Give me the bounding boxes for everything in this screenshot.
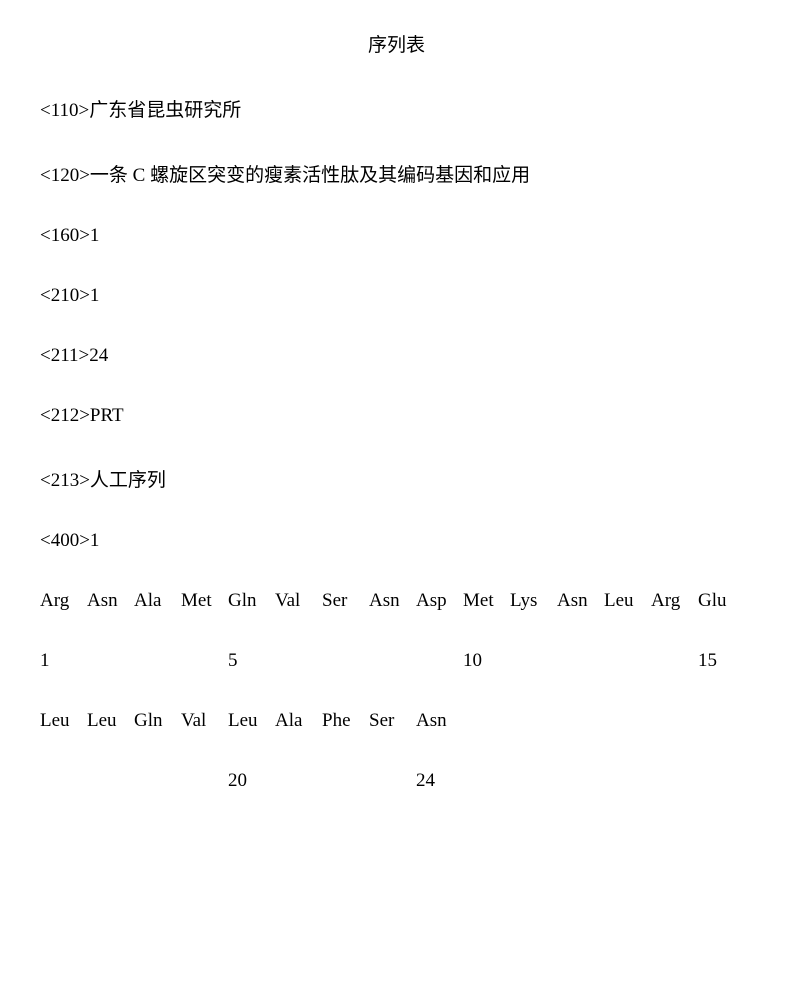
aa-cell: Glu [698,590,745,612]
pos-cell: 24 [416,770,463,792]
aa-cell: Ser [369,710,416,732]
entry-212: <212>PRT [40,405,753,427]
aa-cell: Asn [87,590,134,612]
pos-cell: 1 [40,650,87,672]
pos-cell [275,770,322,792]
aa-cell: Met [181,590,228,612]
aa-cell: Arg [651,590,698,612]
aa-cell: Gln [228,590,275,612]
amino-acid-sequence: Arg Asn Ala Met Gln Val Ser Asn Asp Met … [40,590,753,792]
pos-cell [369,770,416,792]
aa-cell: Lys [510,590,557,612]
aa-cell: Asn [416,710,463,732]
entry-211: <211>24 [40,345,753,367]
aa-cell: Ser [322,590,369,612]
aa-cell: Leu [40,710,87,732]
pos-cell [510,650,557,672]
entry-210: <210>1 [40,285,753,307]
entry-400: <400>1 [40,530,753,552]
pos-cell [87,650,134,672]
pos-cell: 5 [228,650,275,672]
entry-213: <213>人工序列 [40,465,753,492]
aa-cell: Asp [416,590,463,612]
pos-cell [181,770,228,792]
entry-160: <160>1 [40,225,753,247]
pos-cell: 15 [698,650,745,672]
position-row-1: 1 5 10 15 [40,650,753,672]
aa-cell: Arg [40,590,87,612]
aa-cell: Phe [322,710,369,732]
pos-cell [369,650,416,672]
entry-110: <110>广东省昆虫研究所 [40,95,753,122]
pos-cell [604,650,651,672]
aa-cell: Met [463,590,510,612]
aa-cell: Val [181,710,228,732]
pos-cell [416,650,463,672]
pos-cell [322,770,369,792]
aa-cell: Gln [134,710,181,732]
aa-cell: Leu [228,710,275,732]
sequence-listing-title: 序列表 [40,30,753,57]
pos-cell [275,650,322,672]
entry-120: <120>一条 C 螺旋区突变的瘦素活性肽及其编码基因和应用 [40,160,753,187]
pos-cell: 20 [228,770,275,792]
sequence-row-1: Arg Asn Ala Met Gln Val Ser Asn Asp Met … [40,590,753,612]
aa-cell: Ala [134,590,181,612]
aa-cell: Leu [604,590,651,612]
pos-cell [134,770,181,792]
pos-cell: 10 [463,650,510,672]
pos-cell [40,770,87,792]
pos-cell [87,770,134,792]
position-row-2: 20 24 [40,770,753,792]
pos-cell [134,650,181,672]
pos-cell [322,650,369,672]
aa-cell: Ala [275,710,322,732]
aa-cell: Asn [369,590,416,612]
pos-cell [557,650,604,672]
aa-cell: Val [275,590,322,612]
pos-cell [181,650,228,672]
aa-cell: Asn [557,590,604,612]
aa-cell: Leu [87,710,134,732]
sequence-row-2: Leu Leu Gln Val Leu Ala Phe Ser Asn [40,710,753,732]
pos-cell [651,650,698,672]
